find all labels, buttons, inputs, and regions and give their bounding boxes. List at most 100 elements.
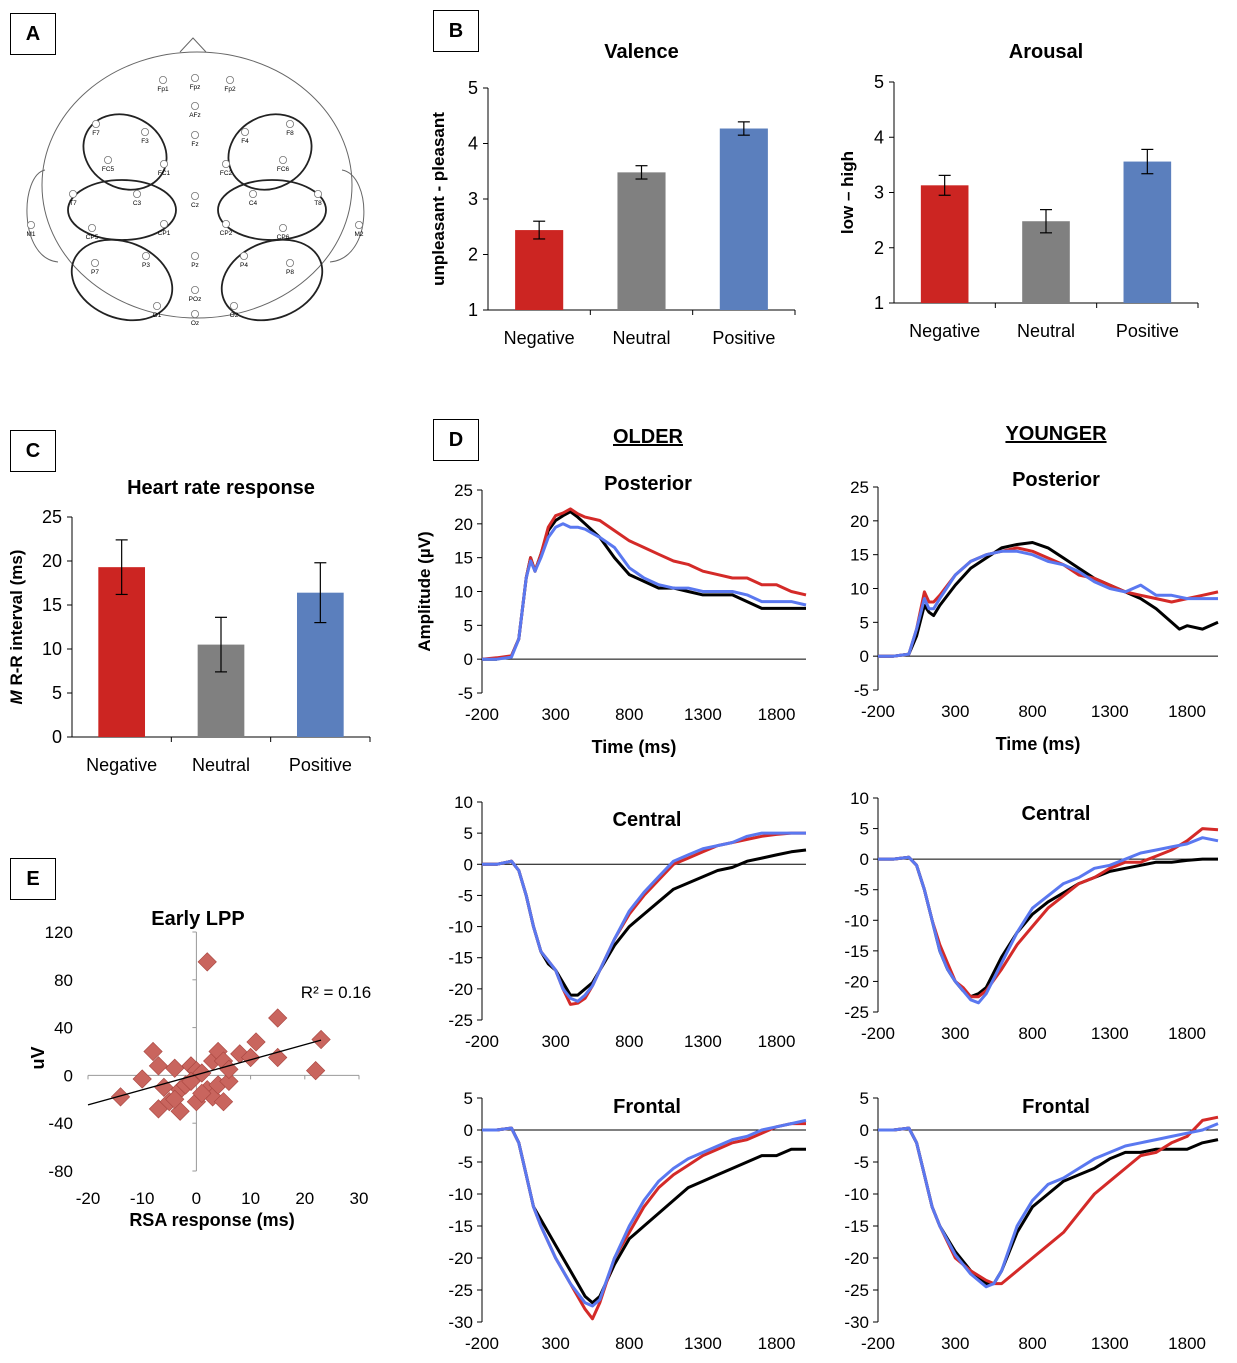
electrode-f3 <box>140 127 149 136</box>
electrode-label: POz <box>189 296 202 303</box>
x-tick-label: 30 <box>350 1189 369 1208</box>
electrode-p8 <box>285 258 294 267</box>
erp-line-blue <box>878 836 1219 1005</box>
x-tick-label: 1800 <box>758 705 796 724</box>
y-tick-label: 3 <box>874 183 884 203</box>
erp-line-red <box>878 1115 1219 1286</box>
x-tick-label: 300 <box>941 1334 969 1353</box>
x-tick-label: 800 <box>1018 1024 1046 1043</box>
head-map: Fp1 Fpz Fp2 AFz F7 F3 Fz F4 F8 FC5 FC1 FC2 FC6 T7 C3 Cz… <box>26 37 365 327</box>
electrode-cp2 <box>221 219 230 228</box>
y-tick-label: 15 <box>454 549 473 568</box>
younger_central-title: Central <box>1022 803 1091 825</box>
bar-positive <box>1123 161 1172 303</box>
electrode-f4 <box>240 127 249 136</box>
electrode-f7 <box>92 120 101 129</box>
valence-ylabel: unpleasant - pleasant <box>429 112 448 286</box>
erp-line-red <box>482 1122 806 1321</box>
erp-line-black <box>482 848 807 997</box>
y-tick-label: -25 <box>844 1281 869 1300</box>
electrode-fp2 <box>225 76 234 85</box>
ylabel-text: R-R interval (ms) <box>7 550 26 691</box>
y-tick-label: 5 <box>860 613 869 632</box>
electrode-label: CP6 <box>277 234 290 241</box>
y-tick-label: 0 <box>860 850 869 869</box>
erp-line-black <box>482 510 806 661</box>
y-tick-label: 10 <box>454 793 473 812</box>
electrode-label: F4 <box>241 138 249 145</box>
heart-chart: Heart rate response 0 5 10 15 20 25 Negative Neu… <box>7 477 371 775</box>
electrode-label: C3 <box>133 200 142 207</box>
y-tick-label: -10 <box>448 1185 473 1204</box>
electrode-p3 <box>141 251 150 260</box>
x-tick-label: -200 <box>861 1024 895 1043</box>
x-tick-label: 1800 <box>1168 1024 1206 1043</box>
younger_frontal-chart: -30 -25 -20 -15 -10 -5 0 5 -200 300 800 1300 1800 Fro… <box>844 1089 1219 1353</box>
x-tick-label: Negative <box>909 321 980 341</box>
electrode-c4 <box>248 189 257 198</box>
scatter-point <box>148 1056 169 1076</box>
y-tick-label: -25 <box>448 1011 473 1030</box>
scatter-point <box>268 1008 288 1028</box>
electrode-label: Pz <box>191 262 199 269</box>
x-tick-label: 1300 <box>684 1334 722 1353</box>
x-tick-label: 1300 <box>1091 1024 1129 1043</box>
electrode-label: Cz <box>191 202 199 209</box>
electrode-label: Fpz <box>190 84 201 91</box>
y-tick-label: -25 <box>844 1003 869 1022</box>
y-tick-label: 120 <box>45 923 73 942</box>
bar-neutral <box>617 172 666 310</box>
scatter-point <box>213 1092 234 1112</box>
y-tick-label: 40 <box>54 1019 73 1038</box>
y-tick-label: 20 <box>454 515 473 534</box>
bar-neutral <box>1022 221 1070 303</box>
panel-label-d: D <box>433 419 479 461</box>
y-tick-label: -20 <box>844 972 869 991</box>
bar-negative <box>515 230 564 310</box>
early-lpp-chart: -80 -40 0 40 80 120 -20 -10 0 10 20 30 Early LPP R² =… <box>28 908 371 1230</box>
y-tick-label: 0 <box>464 650 473 669</box>
electrode-fz <box>190 130 199 139</box>
panel-label-b: B <box>433 10 479 52</box>
electrode-fpz <box>190 74 199 83</box>
valence-chart: Valence 1 2 3 4 5 Negative Neutral Positive unple… <box>429 41 796 348</box>
bar-negative <box>98 567 146 737</box>
older_posterior-xlabel: Time (ms) <box>592 737 677 757</box>
y-tick-label: 0 <box>52 727 62 747</box>
scatter-point <box>132 1069 152 1089</box>
erp-line-blue <box>878 1122 1219 1289</box>
y-tick-label: -5 <box>854 1153 869 1172</box>
y-tick-label: 15 <box>42 595 62 615</box>
y-tick-label: 15 <box>850 546 869 565</box>
y-tick-label: 25 <box>42 507 62 527</box>
x-tick-label: -20 <box>76 1189 101 1208</box>
y-tick-label: 1 <box>874 293 884 313</box>
electrode-label: Fp1 <box>157 86 169 93</box>
y-tick-label: -5 <box>458 684 473 703</box>
older_posterior-chart: -5 0 5 10 15 20 25 -200 300 800 1300 1800 Posterior O… <box>415 426 807 757</box>
erp-line-black <box>878 1126 1219 1286</box>
x-tick-label: -200 <box>465 1334 499 1353</box>
y-tick-label: -5 <box>854 881 869 900</box>
electrode-c3 <box>132 189 141 198</box>
electrode-p7 <box>91 258 100 267</box>
scatter-point <box>240 1047 261 1068</box>
electrode-label: AFz <box>189 112 201 119</box>
scatter-point <box>165 1089 185 1109</box>
older_frontal-title: Frontal <box>613 1096 681 1118</box>
younger_posterior-header: YOUNGER <box>1005 423 1107 445</box>
scatter-point <box>110 1087 131 1107</box>
trend-line <box>87 1039 322 1106</box>
scatter-point <box>219 1071 239 1091</box>
region-ellipse-5 <box>70 238 174 322</box>
region-ellipse-6 <box>220 238 324 322</box>
y-tick-label: -15 <box>844 942 869 961</box>
x-tick-label: Neutral <box>1017 321 1075 341</box>
younger_posterior-xlabel: Time (ms) <box>996 734 1081 754</box>
scatter-point <box>306 1061 326 1081</box>
y-tick-label: 10 <box>42 639 62 659</box>
x-tick-label: 20 <box>295 1189 314 1208</box>
electrode-p4 <box>239 251 248 260</box>
electrode-label: F3 <box>141 138 149 145</box>
